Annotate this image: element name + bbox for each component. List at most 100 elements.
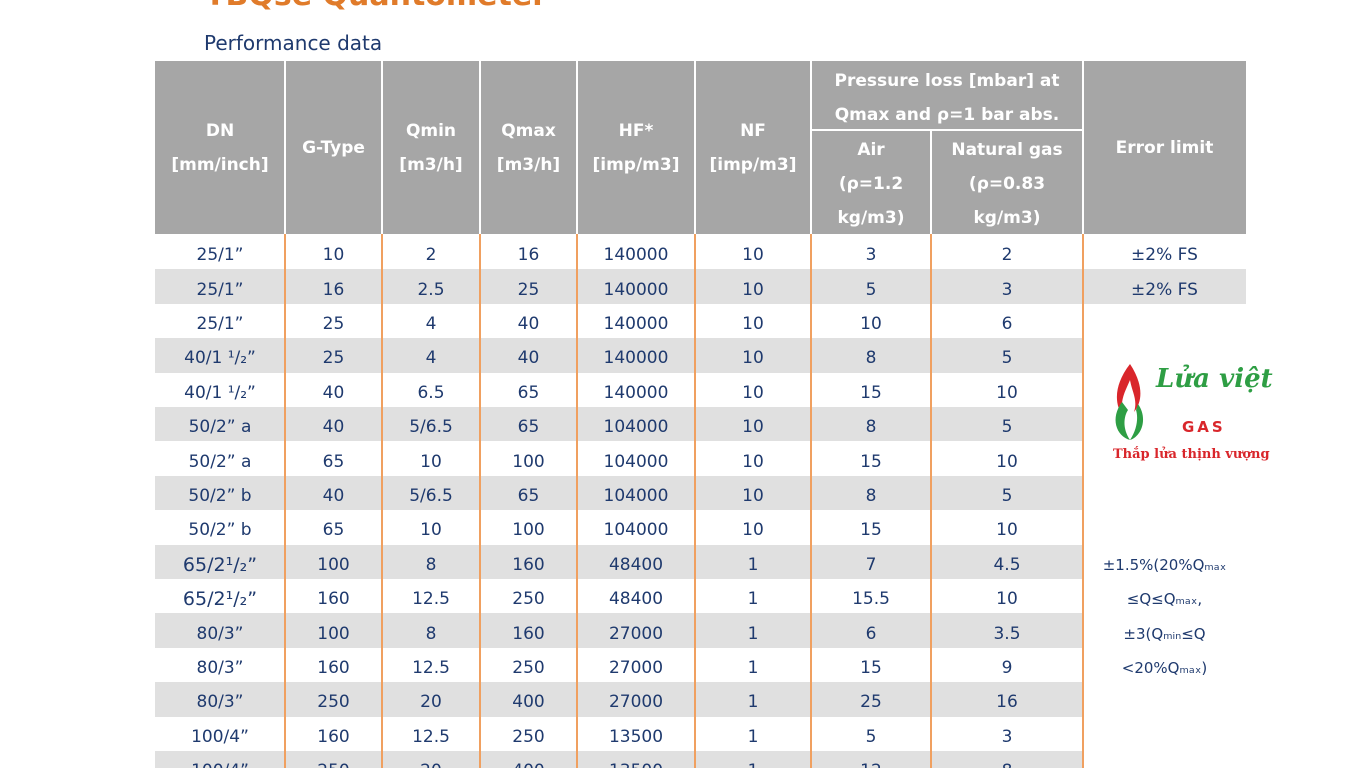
cell: 104000 [603,451,669,472]
cell: 140000 [603,382,669,403]
cell: 10 [742,520,764,541]
cell: 140000 [603,245,669,266]
cell: 250 [317,692,350,713]
cell: 12 [811,754,931,768]
cell: 104000 [603,417,669,438]
row-bg [155,613,1083,648]
cell: 160 [512,554,545,575]
column-divider [381,234,383,768]
cell: 13500 [608,726,664,747]
column-header: [imp/m3] [709,154,797,175]
cell: 100/4” [191,726,249,747]
cell: 160 [317,589,350,610]
column-header: Qmax [501,120,556,141]
row-bg [155,269,1246,304]
cell: 40 [322,417,345,438]
logo-slogan: Thắp lửa thịnh vượng [1113,447,1270,462]
cell: 250 [512,657,545,678]
cell: 16 [517,245,540,266]
cell: 80/3” [196,657,244,678]
column-header: Qmin [405,120,457,141]
cell: 5 [1001,485,1013,506]
cell: 100 [317,554,350,575]
cell: 5 [1001,417,1013,438]
column-header: [imp/m3] [592,154,680,175]
cell: 3 [1001,279,1013,300]
cell: 10 [742,313,764,334]
column-divider [1082,234,1084,768]
cell: 5 [865,726,877,747]
cell: 80/3” [196,692,244,713]
cell: 65 [517,485,540,506]
header-divider [284,61,286,234]
cell: 1 [747,692,759,713]
row-bg [155,475,1083,511]
error-limit-note: ±3(Qₘᵢₙ≤Q [1123,624,1206,643]
column-header: [mm/inch] [171,154,269,175]
column-header: DN [205,120,235,141]
cell: 6 [865,623,877,644]
cell: 10 [996,520,1018,541]
cell: 16 [322,279,345,300]
cell: 250 [512,589,545,610]
cell: 16 [996,692,1018,713]
cell: 40 [517,313,540,334]
cell: 50/2” b [188,520,252,541]
cell: 160 [317,657,350,678]
cell: 10 [322,245,345,266]
column-header: Error limit [1115,137,1214,158]
cell: 5/6.5 [409,417,453,438]
cell: 40/1 ¹/₂” [184,348,256,369]
cell: 100 [512,451,545,472]
cell: 8 [865,348,877,369]
cell: 25 [517,279,540,300]
cell: 140000 [603,279,669,300]
cell: 104000 [603,485,669,506]
cell: 5 [865,279,877,300]
column-divider [284,234,286,768]
header-divider [576,61,578,234]
cell: 50/2” a [188,451,252,472]
cell: 65 [517,417,540,438]
cell: 8 [425,623,437,644]
sub-column-header: kg/m3) [837,208,905,228]
header-divider [810,61,812,234]
cell: 25/1” [196,313,244,334]
cell: 8 [931,754,1083,768]
error-limit: ±2% FS [1131,245,1198,266]
cell: 1 [747,726,759,747]
cell: 140000 [603,313,669,334]
sub-column-header: (ρ=0.83 [968,174,1046,194]
cell: 65 [517,382,540,403]
sub-column-header: kg/m3) [973,208,1041,228]
column-header: [m3/h] [399,154,463,175]
cell: 3 [865,245,877,266]
cell: 10 [742,382,764,403]
cell: 6.5 [417,382,445,403]
column-header: G-Type [302,137,365,158]
column-header: NF [740,120,766,141]
row-bg [155,682,1083,717]
cell: 1 [747,589,759,610]
logo: Lửa việt GAS Thắp lửa thịnh vượng [1108,360,1273,470]
error-limit: ±2% FS [1131,279,1198,300]
column-header: HF* [618,120,654,141]
cell: 65 [322,451,345,472]
row-bg [155,407,1083,442]
cell: 25 [860,692,882,713]
cell: 48400 [608,554,664,575]
cell: 1 [747,554,759,575]
cell: 100 [317,623,350,644]
cell: 104000 [603,520,669,541]
header-bg [155,61,1246,234]
subtitle: Performance data [204,31,383,55]
cell: 10 [742,417,764,438]
cell: 15 [860,520,882,541]
group-header: Qmax and ρ=1 bar abs. [834,104,1060,125]
cell: 10 [996,451,1018,472]
cell: 140000 [603,348,669,369]
cell: 8 [425,554,437,575]
column-divider [810,234,812,768]
logo-brand: GAS [1182,418,1226,436]
header-divider [811,129,1083,131]
